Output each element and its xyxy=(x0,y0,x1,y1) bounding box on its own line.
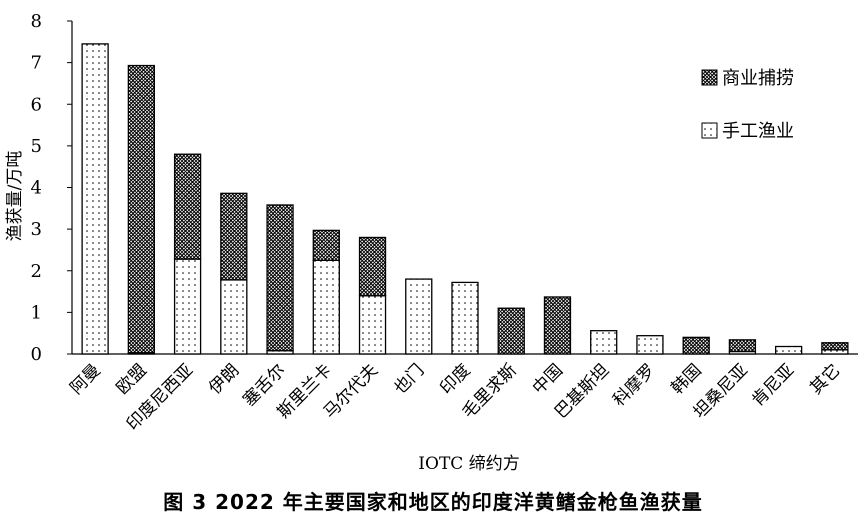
legend-swatch-artisanal xyxy=(701,122,718,139)
x-tick-label: 阿曼 xyxy=(66,360,104,398)
y-tick-label: 1 xyxy=(31,302,42,323)
bar-segment-artisanal xyxy=(774,345,803,355)
y-tick-label: 5 xyxy=(31,136,42,157)
bar-segment-commercial xyxy=(312,229,340,261)
x-tick-label: 肯尼亚 xyxy=(748,360,798,410)
x-axis-label: IOTC 缔约方 xyxy=(418,454,519,474)
figure-caption: 图 3 2022 年主要国家和地区的印度洋黄鳍金枪鱼渔获量 xyxy=(163,490,703,514)
bar-segment-commercial xyxy=(497,307,525,355)
bar-segment-commercial xyxy=(543,296,572,355)
y-tick-label: 4 xyxy=(31,178,42,199)
y-tick-label: 8 xyxy=(31,11,42,32)
x-tick-label: 其它 xyxy=(806,360,844,398)
y-tick-label: 2 xyxy=(31,261,42,282)
legend-label-artisanal: 手工渔业 xyxy=(722,121,794,142)
x-tick-label: 也门 xyxy=(390,360,428,398)
bar-segment-artisanal xyxy=(590,330,618,355)
x-tick-label: 中国 xyxy=(529,360,567,398)
bar-segment-artisanal xyxy=(358,295,387,355)
y-tick-label: 3 xyxy=(31,219,42,240)
legend-label-commercial: 商业捕捞 xyxy=(722,68,794,89)
legend-swatch-commercial xyxy=(701,69,718,86)
bar-segment-commercial xyxy=(682,336,710,355)
bar-segment-artisanal xyxy=(636,335,664,355)
bar-segment-commercial xyxy=(220,192,248,281)
bar-segment-commercial xyxy=(728,339,757,353)
bar-segment-commercial xyxy=(821,342,849,351)
x-tick-label: 欧盟 xyxy=(113,360,151,398)
x-tick-label: 韩国 xyxy=(668,360,706,398)
y-tick-label: 0 xyxy=(31,344,42,365)
bar-segment-artisanal xyxy=(451,281,479,355)
bar-segment-artisanal xyxy=(81,43,109,355)
bar-segment-artisanal xyxy=(405,278,433,355)
x-tick-label: 伊朗 xyxy=(205,360,243,398)
bar-segment-artisanal xyxy=(173,258,202,355)
y-axis-label: 渔获量/万吨 xyxy=(5,151,25,242)
bar-segment-artisanal xyxy=(220,279,248,355)
y-tick-label: 7 xyxy=(31,53,42,74)
y-tick-label: 6 xyxy=(31,94,42,115)
bar-segment-artisanal xyxy=(312,259,340,355)
x-tick-label: 印度 xyxy=(436,360,474,398)
legend: 商业捕捞 手工渔业 xyxy=(701,68,794,142)
bar-segment-commercial xyxy=(358,236,387,297)
bar-segment-commercial xyxy=(266,204,294,352)
bar-segment-commercial xyxy=(127,64,156,354)
bar-chart: 012345678阿曼 欧盟印度尼西亚 伊朗塞舌尔斯里兰卡马尔代夫 也门 印度毛里求斯中… xyxy=(5,11,858,474)
x-tick-label: 科摩罗 xyxy=(609,360,659,410)
bar-segment-commercial xyxy=(173,153,202,260)
